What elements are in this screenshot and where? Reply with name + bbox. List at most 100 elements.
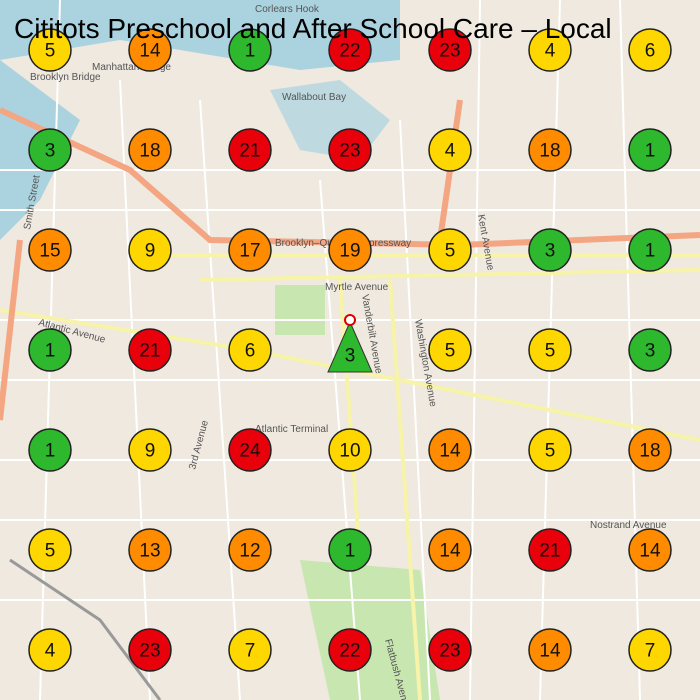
rank-label: 1	[45, 441, 56, 462]
rank-label: 23	[139, 641, 160, 662]
rank-pin: 5	[528, 328, 572, 372]
rank-circle	[328, 28, 372, 72]
title: Cititots Preschool and After School Care…	[14, 13, 612, 44]
rank-circle	[428, 228, 472, 272]
map-label: Wallabout Bay	[282, 92, 346, 103]
rank-label: 5	[445, 341, 456, 362]
rank-pin: 18	[528, 128, 572, 172]
rank-circle	[628, 628, 672, 672]
rank-circle	[228, 128, 272, 172]
rank-pin: 15	[28, 228, 72, 272]
rank-pin: 22	[328, 628, 372, 672]
rank-circle	[328, 428, 372, 472]
rank-pin: 6	[228, 328, 272, 372]
rank-circle	[328, 128, 372, 172]
rank-pin: 14	[628, 528, 672, 572]
rank-circle	[128, 428, 172, 472]
rank-pin: 3	[528, 228, 572, 272]
rank-pin: 18	[128, 128, 172, 172]
rank-label: 7	[245, 641, 256, 662]
rank-pin: 3	[327, 320, 373, 373]
rank-circle	[628, 528, 672, 572]
rank-circle	[28, 528, 72, 572]
rank-label: 5	[545, 441, 556, 462]
rank-pin: 9	[128, 428, 172, 472]
map-label: Nostrand Avenue	[590, 520, 667, 531]
rank-circle	[228, 528, 272, 572]
rank-circle	[228, 228, 272, 272]
rank-label: 9	[145, 441, 156, 462]
rank-pin: 23	[428, 628, 472, 672]
rank-label: 21	[239, 141, 260, 162]
rank-circle	[628, 328, 672, 372]
rank-label: 3	[345, 346, 356, 367]
rank-label: 3	[545, 241, 556, 262]
rank-pin: 21	[228, 128, 272, 172]
rank-pin: 5	[28, 528, 72, 572]
rank-label: 18	[639, 441, 660, 462]
rank-circle	[528, 628, 572, 672]
rank-circle	[528, 328, 572, 372]
rank-circle	[228, 628, 272, 672]
rank-label: 3	[45, 141, 56, 162]
rank-label: 22	[339, 641, 360, 662]
rank-label: 9	[145, 241, 156, 262]
rank-circle	[428, 28, 472, 72]
rank-label: 12	[239, 541, 260, 562]
rank-pin: 1	[628, 128, 672, 172]
rank-label: 24	[239, 441, 261, 462]
park	[275, 285, 325, 335]
rank-label: 13	[139, 541, 160, 562]
rank-label: 14	[439, 541, 461, 562]
map-label: Corlears Hook	[255, 4, 320, 15]
rank-label: 15	[39, 241, 60, 262]
rank-pin: 3	[28, 128, 72, 172]
rank-label: 10	[339, 441, 360, 462]
rank-circle	[128, 228, 172, 272]
rank-pin: 1	[328, 528, 372, 572]
rank-label: 14	[539, 641, 561, 662]
water	[0, 0, 400, 70]
rank-label: 22	[339, 41, 360, 62]
rank-pin: 23	[328, 128, 372, 172]
rank-circle	[428, 328, 472, 372]
rank-pin: 14	[528, 628, 572, 672]
rank-label: 14	[639, 541, 661, 562]
rank-pin: 3	[628, 328, 672, 372]
rank-label: 1	[245, 41, 256, 62]
rank-pin: 1	[28, 328, 72, 372]
rank-label: 23	[339, 141, 360, 162]
map-label: Myrtle Avenue	[325, 282, 389, 293]
rank-label: 5	[445, 241, 456, 262]
rank-label: 1	[345, 541, 356, 562]
rank-pin: 17	[228, 228, 272, 272]
rank-circle	[328, 628, 372, 672]
rank-label: 21	[139, 341, 160, 362]
rank-pin: 19	[328, 228, 372, 272]
rank-label: 4	[45, 641, 56, 662]
map-label: Atlantic Terminal	[255, 424, 328, 435]
rank-pin: 1	[28, 428, 72, 472]
rank-circle	[228, 28, 272, 72]
rank-label: 6	[645, 41, 656, 62]
rank-pin: 1	[628, 228, 672, 272]
rank-circle	[628, 228, 672, 272]
rank-label: 1	[45, 341, 56, 362]
rank-circle	[428, 428, 472, 472]
rank-label: 7	[645, 641, 656, 662]
rank-circle	[28, 628, 72, 672]
rank-circle	[528, 228, 572, 272]
rank-pin: 4	[428, 128, 472, 172]
rank-label: 5	[45, 541, 56, 562]
rank-label: 6	[245, 341, 256, 362]
rank-pin: 7	[628, 628, 672, 672]
rank-circle	[328, 228, 372, 272]
rank-circle	[128, 628, 172, 672]
rank-label: 5	[545, 341, 556, 362]
rank-pin: 13	[128, 528, 172, 572]
rank-circle	[28, 328, 72, 372]
rank-pin: 10	[328, 428, 372, 472]
rank-pin: 23	[428, 28, 472, 72]
rank-circle	[28, 128, 72, 172]
